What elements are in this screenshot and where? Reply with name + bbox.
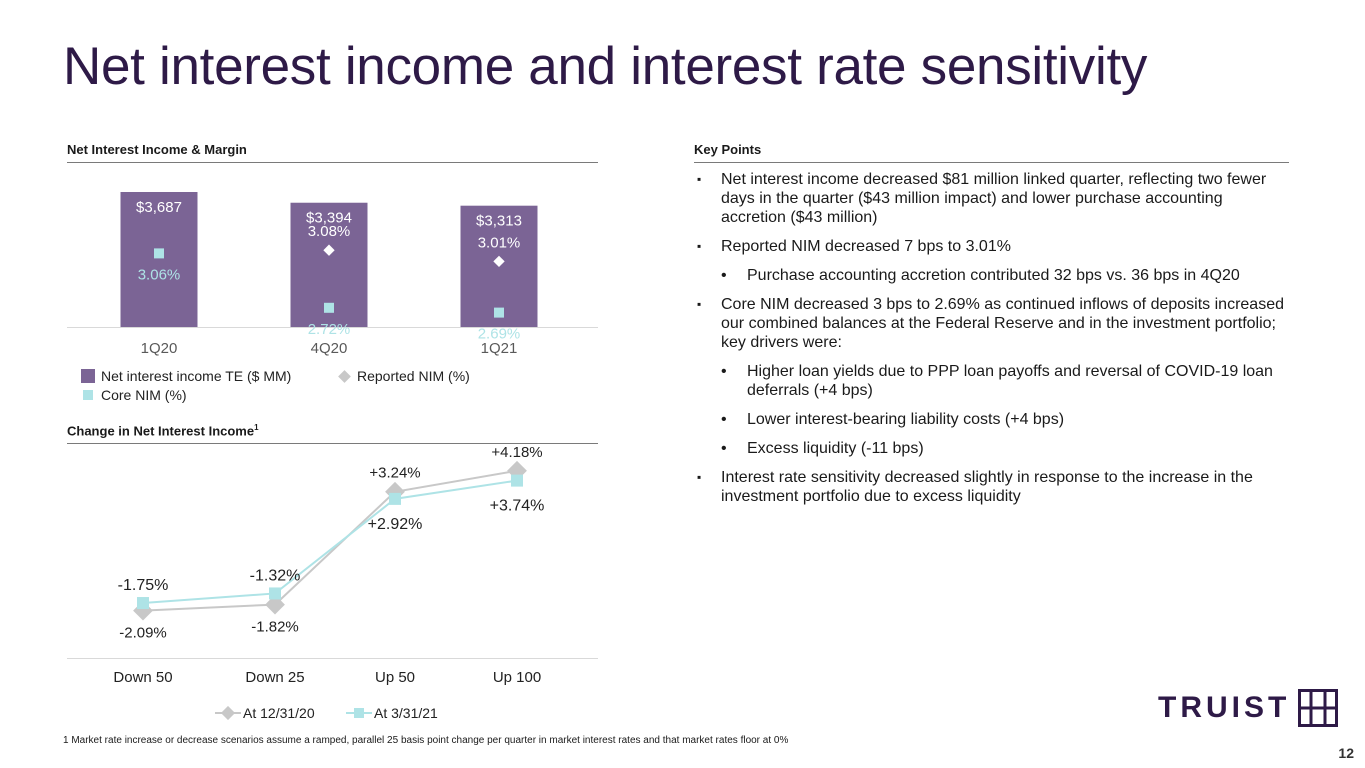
page-number: 12: [1338, 745, 1354, 761]
key-points-heading: Key Points: [694, 142, 1289, 163]
data-label-0331: +2.92%: [368, 516, 423, 533]
point-0331: [511, 474, 523, 487]
nii-legend: Net interest income TE ($ MM) Reported N…: [81, 368, 541, 408]
truist-mark-icon: [1298, 689, 1339, 727]
data-label-1231: +4.18%: [491, 446, 542, 461]
core-nim-marker: [494, 307, 504, 318]
x-tick-label: Down 50: [113, 669, 172, 686]
key-point-subitem: Higher loan yields due to PPP loan payof…: [697, 362, 1289, 400]
legend-item-1231: At 12/31/20: [215, 705, 315, 721]
x-tick-label: Up 50: [375, 669, 415, 686]
footnote: 1 Market rate increase or decrease scena…: [63, 735, 789, 746]
legend-item-0331: At 3/31/21: [346, 705, 438, 721]
point-1231: [265, 594, 285, 615]
core-nim-label: 2.72%: [308, 321, 351, 338]
data-label-1231: -2.09%: [119, 625, 167, 642]
key-point-item: Net interest income decreased $81 millio…: [697, 170, 1289, 227]
data-label-0331: +3.74%: [490, 498, 545, 515]
core-nim-marker: [154, 248, 164, 259]
key-point-item: Core NIM decreased 3 bps to 2.69% as con…: [697, 295, 1289, 352]
diamond-line-icon: [215, 706, 241, 720]
square-line-icon: [346, 708, 372, 718]
nii-margin-chart: $3,6873.58%3.06%1Q20$3,3943.08%2.72%4Q20…: [67, 168, 598, 357]
nii-bar-label: $3,687: [136, 199, 182, 216]
data-label-0331: -1.75%: [118, 577, 169, 594]
page-title: Net interest income and interest rate se…: [63, 37, 1148, 96]
legend-label: Core NIM (%): [101, 387, 187, 403]
series-line-1231: [142, 469, 518, 612]
legend-item-reported-nim: Reported NIM (%): [337, 368, 470, 384]
series-line-0331: [142, 479, 518, 605]
x-tick-label: 4Q20: [311, 340, 348, 357]
key-point-item: Reported NIM decreased 7 bps to 3.01%: [697, 237, 1289, 256]
key-point-subitem: Excess liquidity (-11 bps): [697, 439, 1289, 458]
legend-item-core-nim: Core NIM (%): [81, 387, 187, 403]
reported-nim-label: 3.08%: [308, 223, 351, 240]
core-nim-marker: [324, 302, 334, 313]
x-tick-label: 1Q21: [481, 340, 518, 357]
point-0331: [137, 597, 149, 610]
x-tick-label: 1Q20: [141, 340, 178, 357]
truist-logo: TRUIST: [1158, 689, 1339, 727]
diamond-icon: [338, 369, 351, 383]
change-section-heading: Change in Net Interest Income1: [67, 423, 598, 445]
legend-label: At 12/31/20: [243, 705, 315, 721]
nii-bar: [120, 192, 198, 327]
core-nim-label: 3.06%: [138, 266, 181, 283]
data-label-0331: -1.32%: [250, 567, 301, 584]
legend-item-nii: Net interest income TE ($ MM): [81, 368, 291, 384]
sensitivity-legend: At 12/31/20 At 3/31/21: [215, 705, 515, 725]
footnote-ref: 1: [254, 423, 259, 432]
nii-section-heading: Net Interest Income & Margin: [67, 142, 598, 163]
square-icon: [83, 390, 93, 400]
reported-nim-marker: [153, 168, 165, 176]
point-0331: [269, 587, 281, 600]
x-tick-label: Up 100: [493, 669, 541, 686]
key-points-list: Net interest income decreased $81 millio…: [697, 170, 1289, 516]
core-nim-label: 2.69%: [478, 326, 521, 343]
reported-nim-label: 3.01%: [478, 234, 521, 251]
nii-bar-label: $3,394: [306, 210, 352, 227]
key-point-item: Interest rate sensitivity decreased slig…: [697, 468, 1289, 506]
legend-label: Net interest income TE ($ MM): [101, 368, 292, 384]
data-label-1231: -1.82%: [251, 619, 299, 636]
data-label-1231: +3.24%: [369, 465, 420, 482]
point-0331: [389, 492, 401, 505]
legend-label: Reported NIM (%): [357, 368, 470, 384]
logo-text: TRUIST: [1158, 691, 1291, 724]
x-tick-label: Down 25: [245, 669, 304, 686]
rate-sensitivity-chart: -2.09% -1.82% +3.24% +4.18% -1.75% -1.32% +2.9…: [67, 446, 598, 686]
nii-bar-label: $3,313: [476, 213, 522, 230]
legend-label: At 3/31/21: [374, 705, 438, 721]
key-point-subitem: Purchase accounting accretion contribute…: [697, 266, 1289, 285]
legend-swatch-bar: [81, 369, 95, 383]
key-point-subitem: Lower interest-bearing liability costs (…: [697, 410, 1289, 429]
